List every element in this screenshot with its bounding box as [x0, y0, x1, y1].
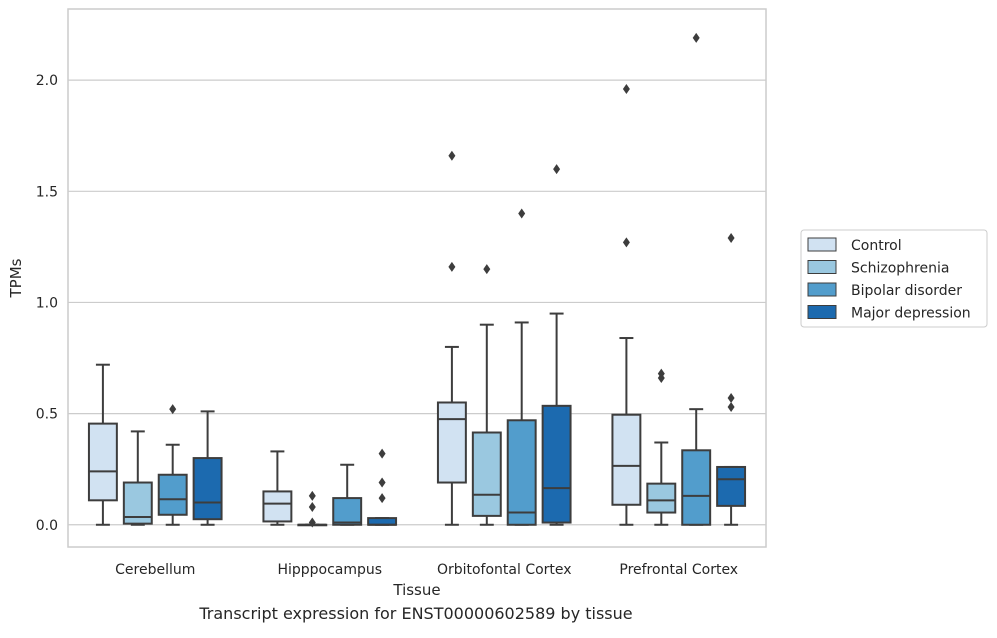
outlier-point — [553, 164, 561, 175]
outlier-point — [727, 393, 735, 404]
outlier-point — [448, 261, 456, 272]
box — [157, 473, 188, 516]
plot-frame — [67, 8, 767, 548]
x-tick-label: Orbitofontal Cortex — [437, 562, 572, 578]
box — [436, 401, 467, 484]
outlier-point — [657, 368, 665, 379]
outlier-point — [483, 264, 491, 275]
outlier-point — [692, 32, 700, 43]
box — [611, 413, 642, 506]
outlier-point — [727, 232, 735, 243]
box — [367, 517, 398, 526]
outlier-point — [378, 493, 386, 504]
outlier-point — [622, 84, 630, 95]
outlier-point — [448, 150, 456, 161]
box — [262, 490, 293, 523]
outlier-point — [308, 501, 316, 512]
figure-caption: Transcript expression for ENST0000060258… — [199, 604, 633, 623]
x-tick-label: Cerebellum — [115, 562, 195, 578]
legend-swatch — [807, 260, 837, 274]
outlier-point — [308, 490, 316, 501]
box — [506, 419, 537, 526]
box — [646, 482, 677, 514]
y-axis-label: TPMs — [7, 258, 25, 298]
outlier-point — [378, 448, 386, 459]
y-tick-label: 1.0 — [36, 295, 58, 311]
legend-box — [800, 229, 988, 328]
outlier-point — [308, 517, 316, 528]
legend-swatch — [807, 237, 837, 252]
y-tick-label: 0.0 — [36, 518, 58, 534]
x-tick-label: Prefrontal Cortex — [619, 562, 738, 578]
box — [716, 465, 747, 507]
y-tick-label: 0.5 — [36, 407, 58, 423]
x-axis-label: Tissue — [392, 581, 440, 599]
legend-swatch — [807, 282, 837, 297]
outlier-point — [518, 208, 526, 219]
y-tick-label: 1.5 — [36, 184, 58, 200]
x-tick-label: Hipppocampus — [277, 562, 382, 578]
outlier-point — [378, 477, 386, 488]
box — [681, 449, 712, 526]
outlier-point — [169, 404, 177, 415]
legend-swatch — [807, 305, 837, 319]
box — [541, 404, 572, 524]
outlier-point — [622, 237, 630, 248]
box — [192, 457, 223, 521]
legend-label: Bipolar disorder — [851, 283, 962, 299]
box — [87, 422, 118, 502]
legend-label: Major depression — [851, 306, 971, 322]
legend-label: Control — [851, 238, 902, 254]
legend-label: Schizophrenia — [851, 261, 949, 277]
y-tick-label: 2.0 — [36, 73, 58, 89]
outlier-point — [727, 401, 735, 412]
box — [332, 497, 363, 526]
box — [471, 431, 502, 517]
